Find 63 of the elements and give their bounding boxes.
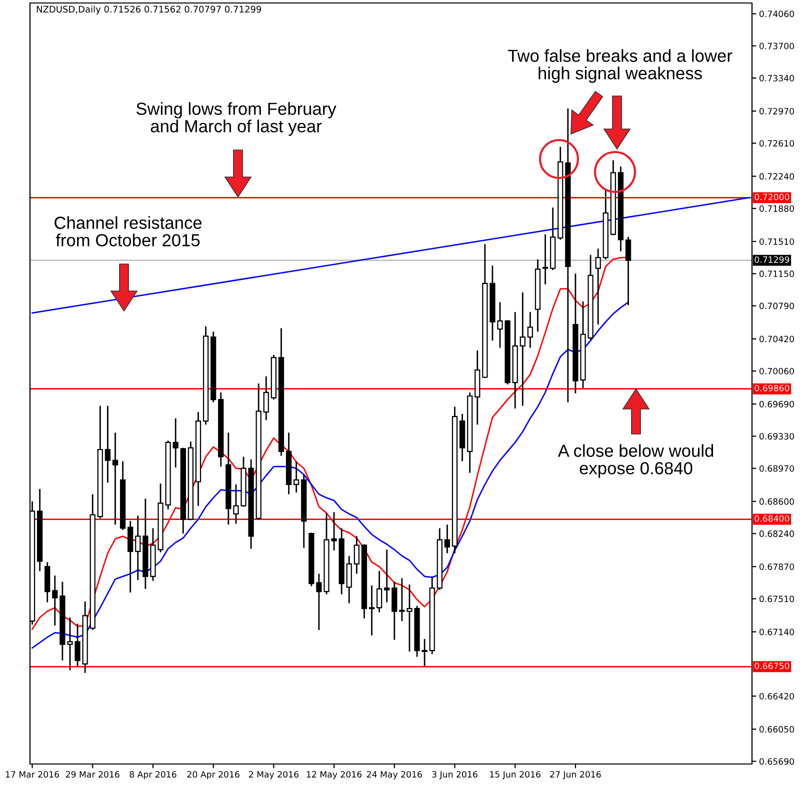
ref-line-label: 0.71299 [754,256,790,263]
y-tick-label: 0.72610 [760,140,794,147]
ref-line-label: 0.68400 [754,515,790,522]
candlestick [52,574,58,626]
y-tick-label: 0.67870 [760,563,794,570]
annotation: Channel resistance from October 2015 [54,216,202,246]
y-tick-label: 0.73700 [760,42,794,50]
candlestick [384,548,390,604]
candlestick [625,236,632,306]
candlestick [444,524,450,554]
y-tick-label: 0.71150 [760,270,794,278]
y-tick-label: 0.68600 [760,498,794,505]
candlestick [392,581,398,641]
candlestick [112,432,118,526]
annotation: Two false breaks and a lower high signal weakness [508,49,732,83]
x-tick-label: 20 Apr 2016 [187,771,240,780]
candlestick [294,460,300,494]
y-tick-label: 0.69330 [760,433,794,440]
y-tick-label: 0.66420 [760,693,794,700]
candlestick [595,248,601,326]
candlestick [422,638,428,668]
x-tick-label: 8 Apr 2016 [130,771,176,780]
ref-line-label: 0.69860 [754,384,790,392]
ref-line-label: 0.66750 [754,662,790,670]
y-tick-label: 0.67510 [760,596,794,602]
y-tick-label: 0.66050 [760,726,794,733]
y-tick-label: 0.70420 [760,336,794,342]
y-tick-label: 0.65690 [760,758,794,765]
y-tick-label: 0.71880 [760,205,794,212]
x-tick-label: 24 May 2016 [366,771,422,780]
y-tick-label: 0.72970 [760,108,794,114]
x-tick-label: 29 Mar 2016 [66,771,120,778]
x-tick-label: 17 Mar 2016 [6,771,60,778]
candlestick [376,570,382,613]
candlestick [135,515,141,581]
y-tick-label: 0.72240 [760,173,794,180]
candlestick [542,234,548,286]
x-tick-label: 3 Jun 2016 [432,771,478,780]
y-tick-label: 0.70060 [760,368,794,374]
candlestick [520,292,526,407]
y-tick-label: 0.74060 [760,10,794,18]
y-tick-label: 0.68240 [760,530,794,537]
x-tick-label: 15 Jun 2016 [490,771,540,780]
annotation: Swing lows from February and March of last year [136,102,336,136]
candlestick [346,555,352,604]
y-tick-label: 0.73340 [760,74,794,82]
candlestick [172,418,178,468]
y-tick-label: 0.70790 [760,302,794,310]
y-tick-label: 0.71510 [760,238,794,245]
y-tick-label: 0.68970 [760,465,794,472]
chart-title: NZDUSD,Daily 0.71526 0.71562 0.70797 0.71299 [36,6,262,14]
candlestick [104,405,111,484]
candlestick [354,536,360,574]
x-tick-label: 2 May 2016 [248,771,298,780]
ref-line-label: 0.72000 [754,194,790,200]
y-tick-label: 0.67140 [760,628,794,636]
candlestick [263,376,269,421]
annotation: A close below would expose 0.6840 [558,444,714,478]
y-tick-label: 0.69690 [760,400,794,408]
x-tick-label: 12 May 2016 [306,771,362,780]
x-tick-label: 27 Jun 2016 [550,771,601,780]
candlestick [527,311,534,348]
candlestick [368,584,375,636]
